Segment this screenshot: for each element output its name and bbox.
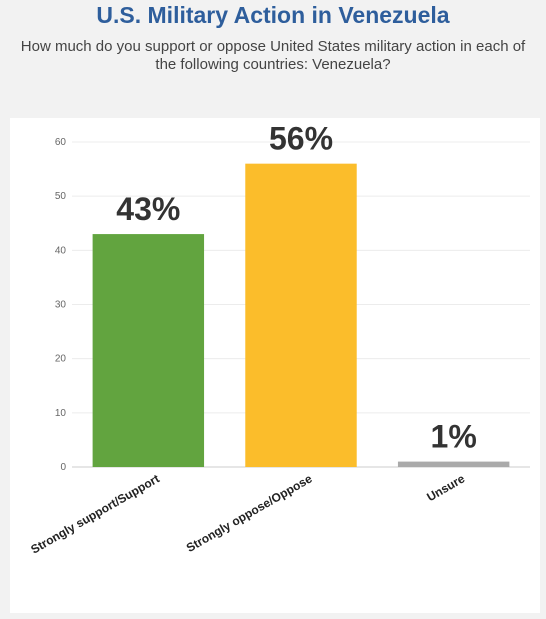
bar — [92, 234, 205, 467]
y-tick-label: 40 — [55, 245, 67, 256]
y-tick-label: 0 — [60, 462, 66, 473]
data-label: 56% — [269, 121, 333, 157]
data-label: 43% — [116, 191, 180, 227]
chart-subtitle: How much do you support or oppose United… — [20, 38, 526, 73]
y-tick-label: 10 — [55, 408, 67, 419]
bar — [397, 461, 510, 467]
bar — [245, 163, 357, 467]
category-label: Unsure — [424, 471, 467, 504]
y-tick-label: 50 — [55, 191, 67, 202]
category-label: Strongly support/Support — [28, 471, 161, 556]
chart-title: U.S. Military Action in Venezuela — [96, 2, 450, 28]
category-label: Strongly oppose/Oppose — [184, 471, 315, 555]
data-label: 1% — [431, 419, 477, 455]
y-tick-label: 30 — [55, 300, 67, 311]
y-tick-label: 60 — [55, 137, 67, 148]
y-tick-label: 20 — [55, 354, 67, 365]
